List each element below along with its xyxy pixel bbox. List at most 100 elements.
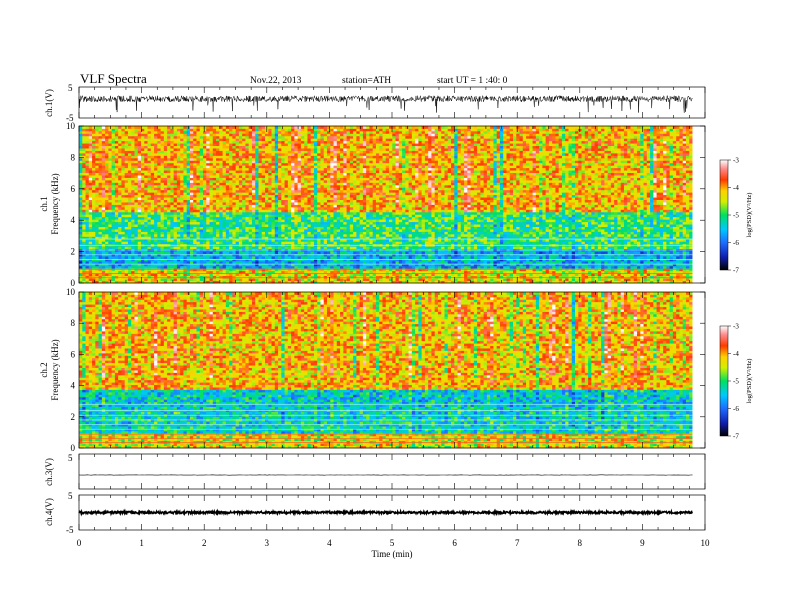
spectrogram-cell [526,246,530,250]
spectrogram-cell [561,238,566,242]
spectrogram-cell [372,260,377,264]
spectrogram-cell [203,226,207,230]
spectrogram-cell [265,238,269,242]
spectrogram-cell [503,275,507,279]
spectrogram-cell [173,224,178,227]
spectrogram-cell [542,233,547,237]
spectrogram-cell [480,229,485,232]
spectrogram-cell [88,221,93,225]
spectrogram-cell [372,270,377,274]
spectrogram-cell [460,280,465,284]
spectrogram-cell [493,263,498,267]
spectrogram-cell [114,270,119,274]
spectrogram-cell [499,241,504,245]
spectrogram-cell [127,278,132,281]
spectrogram-cell [555,256,560,259]
spectrogram-cell [79,226,83,230]
spectrogram-cell [82,256,86,259]
spectrogram-cell [349,246,354,250]
spectrogram-cell [137,278,142,281]
spectrogram-cell [499,233,504,237]
spectrogram-cell [402,260,406,264]
spectrogram-cell [193,238,197,242]
spectrogram-cell [663,258,667,262]
spectrogram-cell [630,280,635,284]
spectrogram-cell [323,221,328,225]
spectrogram-cell [229,236,233,240]
spectrogram-cell [310,224,315,227]
spectrogram-cell [297,270,302,274]
spectrogram-cell [307,275,312,279]
spectrogram-cell [265,224,269,227]
spectrogram-cell [255,221,259,225]
spectrogram-cell [519,275,524,279]
spectrogram-cell [542,260,547,264]
spectrogram-cell [526,256,530,259]
spectrogram-cell [336,231,341,235]
spectrogram-cell [111,241,116,245]
spectrogram-cell [591,224,595,227]
spectrogram-cell [620,251,625,254]
spectrogram-cell [506,246,511,250]
spectrogram-cell [382,229,387,232]
spectrogram-cell [571,256,576,259]
spectrogram-cell [323,226,328,230]
spectrogram-cell [183,246,188,250]
spectrogram-cell [395,280,400,284]
spectrogram-cell [389,278,393,281]
spectrogram-cell [235,275,240,279]
spectrogram-cell [623,219,628,223]
spectrogram-cell [477,238,481,242]
spectrogram-cell [346,229,351,232]
spectrogram-cell [601,273,605,277]
spectrogram-cell [627,221,631,225]
spectrogram-cell [437,233,442,237]
spectrogram-cell [575,229,579,232]
spectrogram-cell [620,260,625,264]
spectrogram-cell [421,275,426,279]
spectrogram-cell [584,229,589,232]
spectrogram-cell [395,224,400,227]
spectrogram-cell [451,273,455,277]
spectrogram-cell [271,241,276,245]
spectrogram-cell [150,224,155,227]
spectrogram-cell [402,280,406,284]
spectrogram-cell [203,229,207,232]
spectrogram-cell [193,280,197,284]
spectrogram-cell [568,251,573,254]
spectrogram-cell [330,258,334,262]
spectrogram-cell [265,273,269,277]
spectrogram-cell [114,219,119,223]
spectrogram-cell [160,229,165,232]
spectrogram-cell [575,256,579,259]
spectrogram-cell [623,221,628,225]
spectrogram-cell [548,229,553,232]
spectrogram-cell [131,260,135,264]
spectrogram-cell [411,260,416,264]
spectrogram-cell [646,278,651,281]
spectrogram-cell [343,238,347,242]
spectrogram-cell [340,260,344,264]
spectrogram-cell [617,265,622,269]
spectrogram-cell [529,226,533,230]
spectrogram-cell [477,221,481,225]
spectrogram-cell [571,246,576,250]
spectrogram-cell [623,251,628,254]
spectrogram-cell [395,221,400,225]
spectrogram-cell [229,270,233,274]
spectrogram-cell [79,273,83,277]
spectrogram-cell [346,226,351,230]
spectrogram-cell [457,246,462,250]
spectrogram-cell [154,275,158,279]
spectrogram-cell [170,219,175,223]
spectrogram-cell [385,224,390,227]
spectrogram-cell [180,270,184,274]
spectrogram-cell [320,270,325,274]
spectrogram-cell [610,270,615,274]
spectrogram-cell [561,278,566,281]
spectrogram-cell [519,260,524,264]
spectrogram-cell [362,231,367,235]
spectrogram-cell [150,229,155,232]
spectrogram-cell [477,258,481,262]
ch1-ytick-bottom: -5 [66,113,74,123]
